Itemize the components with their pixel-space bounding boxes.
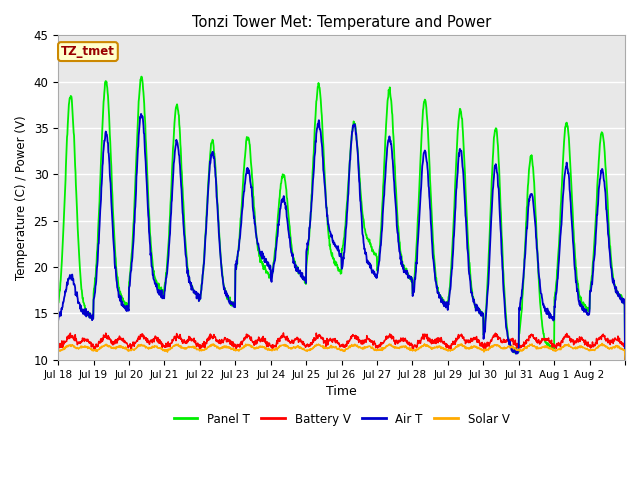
Panel T [327,250,335,255]
Air T [327,231,335,237]
Line: Air T: Air T [58,114,625,360]
Panel T [621,357,629,363]
Panel T [143,168,151,174]
Battery V [54,347,62,352]
Battery V [559,339,566,345]
Air T [476,311,483,316]
Battery V [621,357,629,363]
Air T [317,127,324,133]
Line: Battery V: Battery V [58,333,625,360]
Panel T [476,310,483,316]
Solar V [143,345,150,350]
Battery V [280,330,287,336]
X-axis label: Time: Time [326,385,357,398]
Legend: Panel T, Battery V, Air T, Solar V: Panel T, Battery V, Air T, Solar V [169,408,514,431]
Title: Tonzi Tower Met: Temperature and Power: Tonzi Tower Met: Temperature and Power [192,15,492,30]
Line: Panel T: Panel T [58,77,625,360]
Y-axis label: Temperature (C) / Power (V): Temperature (C) / Power (V) [15,115,28,280]
Line: Solar V: Solar V [58,344,625,360]
Panel T [317,94,324,100]
Battery V [327,337,335,343]
Solar V [598,341,606,347]
Air T [138,111,145,117]
Solar V [614,345,622,351]
Solar V [327,345,335,350]
Battery V [614,333,622,339]
Air T [143,190,151,196]
Panel T [559,167,566,173]
Battery V [317,333,324,338]
Solar V [621,357,629,363]
Solar V [54,348,62,354]
Text: TZ_tmet: TZ_tmet [61,45,115,58]
Panel T [54,300,62,306]
Solar V [316,342,324,348]
Air T [621,357,629,363]
Air T [559,200,566,205]
Air T [614,293,622,299]
Battery V [476,339,483,345]
Solar V [476,346,483,351]
Panel T [138,74,145,80]
Air T [54,318,62,324]
Battery V [143,339,150,345]
Solar V [558,345,566,350]
Panel T [614,290,622,296]
